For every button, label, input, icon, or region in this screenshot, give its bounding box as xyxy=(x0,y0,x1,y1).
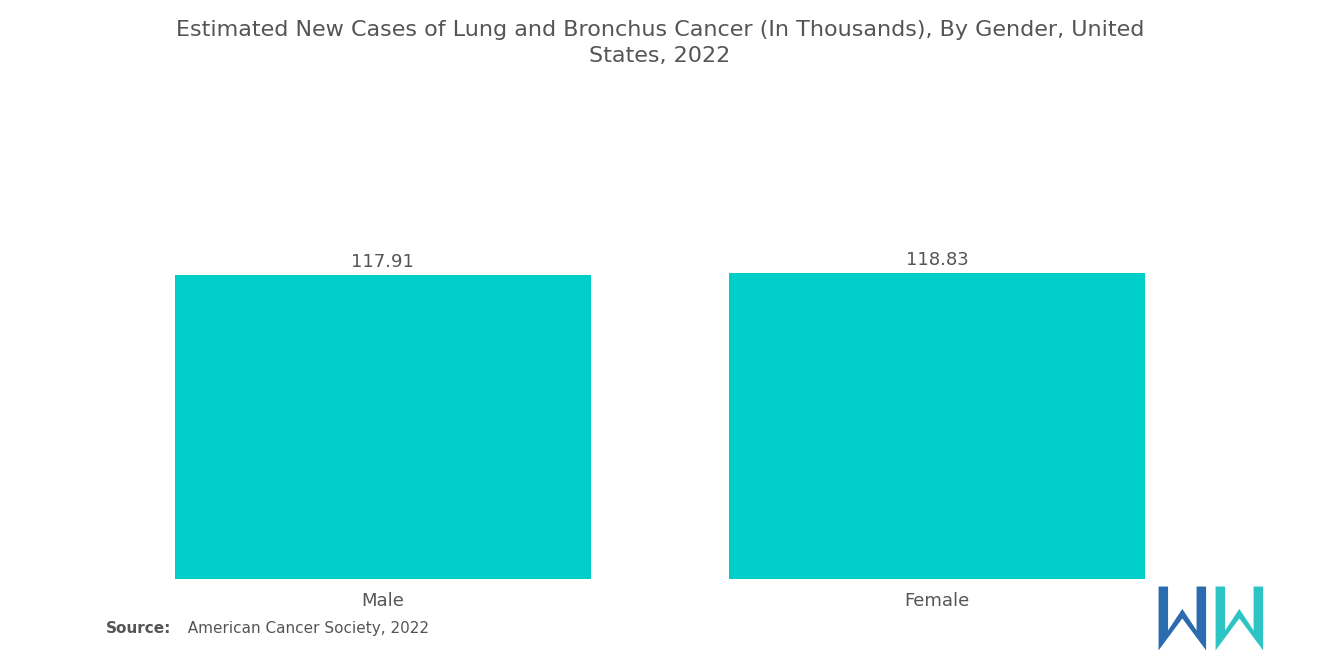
Text: 118.83: 118.83 xyxy=(906,251,969,269)
Text: American Cancer Society, 2022: American Cancer Society, 2022 xyxy=(178,621,429,636)
Bar xyxy=(174,275,590,579)
Text: Source:: Source: xyxy=(106,621,172,636)
Text: 117.91: 117.91 xyxy=(351,253,414,271)
Bar xyxy=(729,273,1144,579)
Text: Estimated New Cases of Lung and Bronchus Cancer (In Thousands), By Gender, Unite: Estimated New Cases of Lung and Bronchus… xyxy=(176,20,1144,66)
